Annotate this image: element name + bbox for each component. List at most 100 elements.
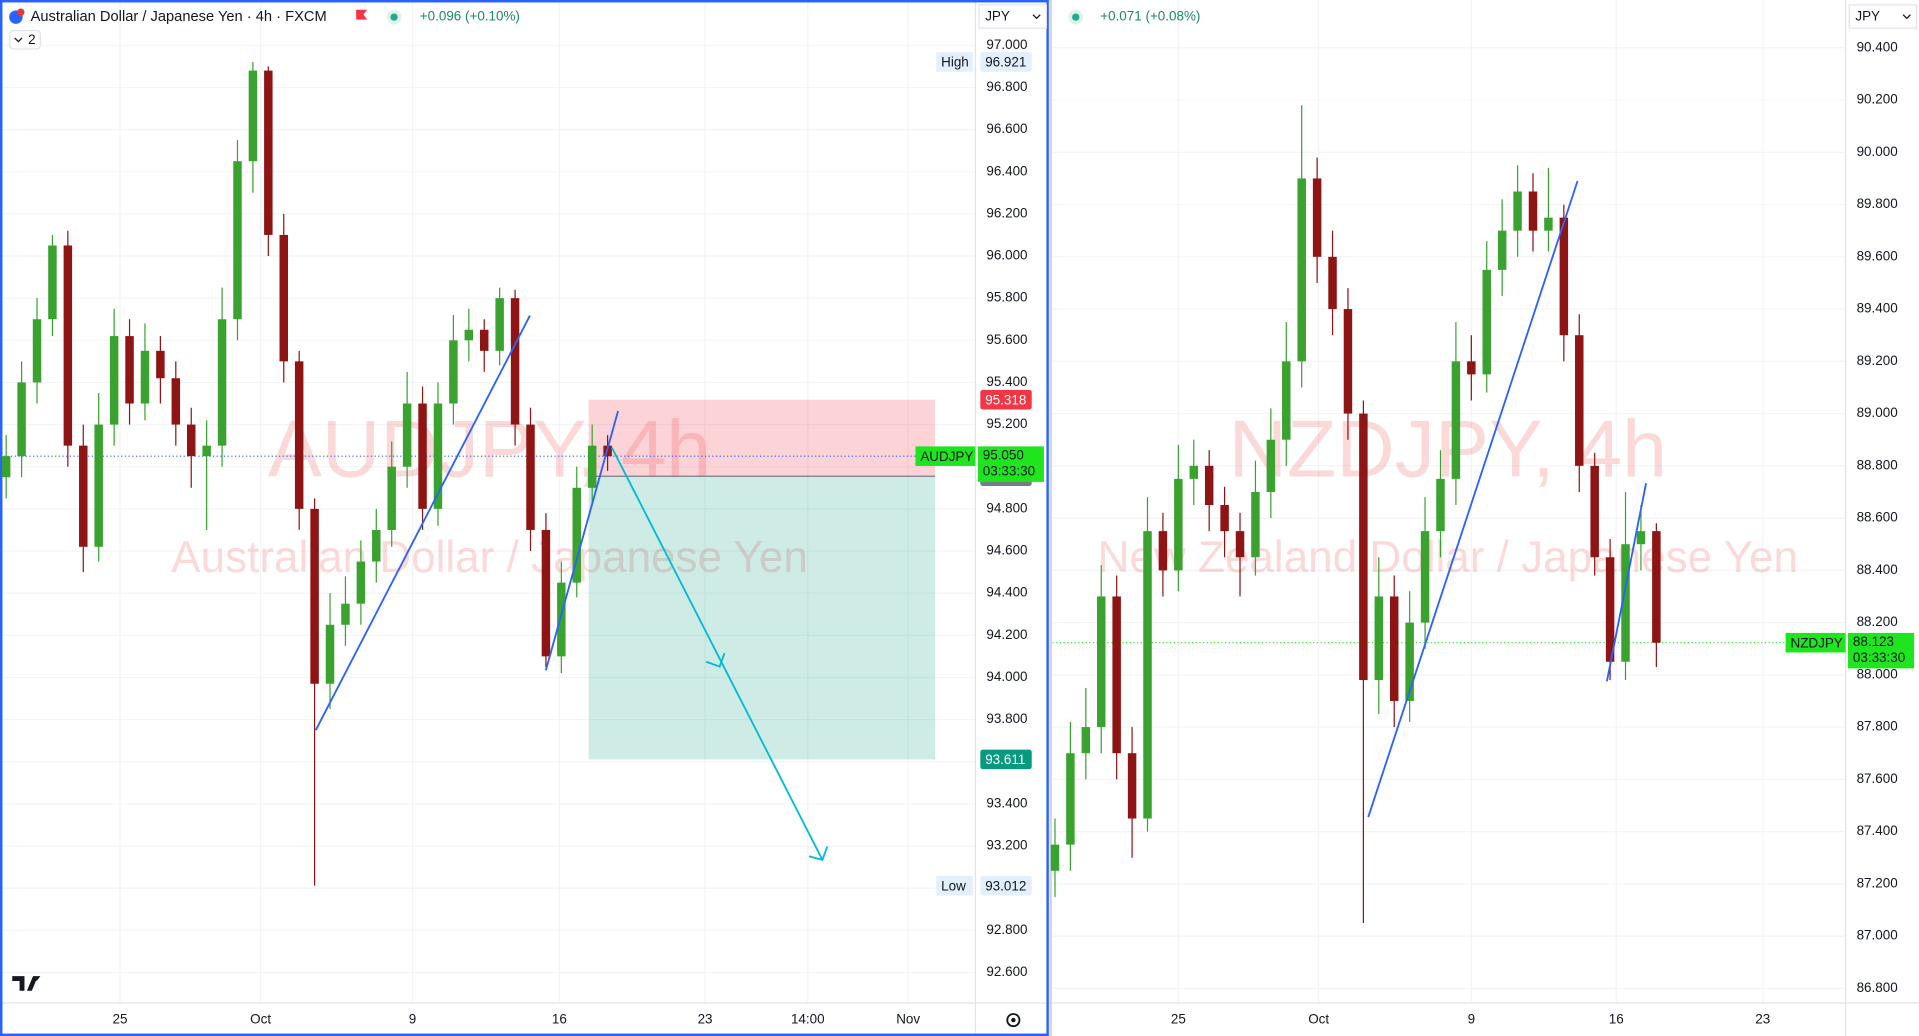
y-tick-label: 92.600	[986, 964, 1027, 979]
candle-body	[1204, 465, 1214, 506]
x-tick-label: 14:00	[791, 1012, 825, 1027]
trend-line[interactable]	[1367, 180, 1579, 818]
y-tick-label: 88.000	[1857, 666, 1898, 681]
projection-arrow[interactable]	[611, 447, 824, 861]
y-tick-label: 86.800	[1857, 980, 1898, 995]
currency-label[interactable]: JPY	[985, 9, 1010, 24]
candle-body	[1282, 361, 1291, 440]
watermark: AUDJPY, 4h	[268, 404, 711, 494]
y-tick-label: 94.000	[986, 669, 1027, 684]
candle-body	[1405, 622, 1414, 701]
y-tick-label: 96.400	[986, 163, 1027, 178]
candle-body	[356, 561, 366, 604]
y-tick-label: 95.400	[986, 374, 1027, 389]
target-zone	[588, 476, 936, 760]
currency-button[interactable]	[1848, 4, 1918, 29]
candle-body	[1482, 269, 1491, 375]
candle-body	[495, 298, 504, 351]
candle-body	[1420, 531, 1430, 623]
candle-body	[1513, 191, 1522, 231]
y-tick-label: 97.000	[986, 37, 1027, 52]
low-tag: Low	[941, 878, 966, 893]
trend-line[interactable]	[544, 410, 619, 671]
high-price: 96.921	[985, 55, 1026, 70]
trend-line[interactable]	[1606, 482, 1647, 682]
last-price-box	[977, 446, 1044, 482]
stop-label: 95.318	[985, 392, 1026, 407]
x-tick-label: Nov	[896, 1012, 920, 1027]
candle-body	[1559, 217, 1569, 336]
candle-body	[63, 245, 73, 446]
y-tick-label: 87.000	[1857, 928, 1898, 943]
y-tick-label: 96.600	[986, 121, 1027, 136]
candle-body	[1590, 465, 1599, 558]
last-price: 95.050	[983, 448, 1024, 463]
candle-body	[1050, 844, 1060, 871]
candle-body	[1328, 256, 1337, 310]
candle-body	[1127, 753, 1137, 819]
logo[interactable]	[12, 976, 41, 991]
currency-button[interactable]	[978, 4, 1048, 29]
candle-body	[1251, 491, 1260, 558]
status-dot	[390, 13, 398, 21]
settings-icon[interactable]	[1006, 1013, 1021, 1028]
candle-body	[156, 350, 165, 379]
arrow-head	[705, 652, 726, 668]
candle-body	[1605, 557, 1615, 662]
y-tick-label: 94.200	[986, 627, 1027, 642]
y-tick-label: 87.400	[1857, 823, 1898, 838]
candle-body	[140, 350, 150, 404]
y-tick-label: 90.400	[1857, 39, 1898, 54]
candle-body	[1451, 361, 1461, 479]
change-value: +0.071 (+0.08%)	[1100, 9, 1200, 24]
y-tick-label: 87.600	[1857, 771, 1898, 786]
candle-body	[310, 508, 319, 684]
candle-body	[1636, 531, 1646, 545]
y-tick-label: 94.800	[986, 500, 1027, 515]
candle-body	[1266, 439, 1276, 492]
candle-body	[1297, 178, 1306, 362]
candle-body	[1081, 727, 1091, 754]
candle-body	[264, 70, 273, 235]
y-tick-label: 89.800	[1857, 196, 1898, 211]
y-tick-label: 95.200	[986, 416, 1027, 431]
symbol-tag-box	[1785, 632, 1846, 653]
y-tick-label: 93.800	[986, 711, 1027, 726]
x-tick-label: 9	[1468, 1012, 1475, 1027]
y-tick-label: 88.600	[1857, 510, 1898, 525]
candle-body	[1096, 596, 1106, 728]
candle-body	[1066, 753, 1075, 845]
candle-body	[1112, 596, 1121, 754]
candle-body	[79, 445, 88, 547]
chevron	[14, 37, 23, 43]
candle-body	[125, 336, 134, 404]
candle-body	[449, 340, 458, 404]
stop-label-box	[980, 389, 1032, 410]
currency-label[interactable]: JPY	[1855, 9, 1880, 24]
y-tick-label: 96.800	[986, 79, 1027, 94]
candle-body	[202, 445, 211, 457]
y-tick-label: 95.600	[986, 332, 1027, 347]
trend-line[interactable]	[314, 315, 531, 731]
candle-body	[387, 466, 396, 530]
candle-body	[217, 319, 227, 446]
layers-count[interactable]: 2	[28, 32, 35, 47]
candle-body	[1189, 465, 1199, 479]
candle-body	[171, 378, 181, 425]
x-tick-label: 9	[409, 1012, 416, 1027]
y-tick-label: 94.400	[986, 585, 1027, 600]
y-tick-label: 90.200	[1857, 92, 1898, 107]
y-tick-label: 96.200	[986, 205, 1027, 220]
flag-icon[interactable]	[356, 9, 368, 20]
x-tick-label: Oct	[1308, 1012, 1329, 1027]
candle-body	[48, 245, 57, 320]
symbol-title[interactable]: Australian Dollar / Japanese Yen · 4h · …	[31, 9, 327, 25]
high-tag: High	[941, 55, 969, 70]
candle-body	[94, 424, 103, 547]
layers-button[interactable]	[9, 29, 41, 50]
last-price: 88.123	[1853, 634, 1894, 649]
candle-body	[279, 234, 288, 362]
watermark: NZDJPY, 4h	[1229, 404, 1667, 494]
symbol-tag-box	[915, 446, 976, 466]
candle-body	[1220, 505, 1229, 532]
